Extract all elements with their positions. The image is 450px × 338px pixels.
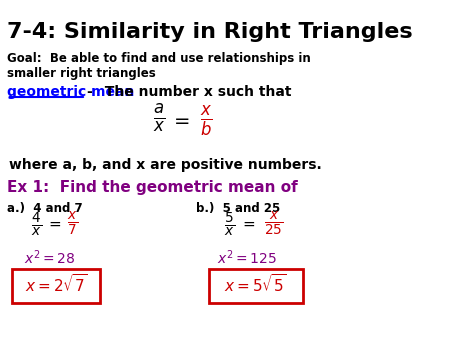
Text: $x = 2\sqrt{7}$: $x = 2\sqrt{7}$ [24,273,87,295]
Text: Ex 1:  Find the geometric mean of: Ex 1: Find the geometric mean of [7,180,297,195]
Text: $x^2 = 28$: $x^2 = 28$ [24,248,76,267]
Text: $x^2 = 125$: $x^2 = 125$ [217,248,277,267]
Text: geometric mean: geometric mean [7,85,139,99]
Text: b.)  5 and 25: b.) 5 and 25 [196,202,280,215]
Text: $\frac{a}{x}$: $\frac{a}{x}$ [153,103,165,135]
Text: 7-4: Similarity in Right Triangles: 7-4: Similarity in Right Triangles [7,22,413,42]
Text: $\frac{4}{x}$: $\frac{4}{x}$ [31,210,42,238]
Text: $\frac{x}{b}$: $\frac{x}{b}$ [200,103,213,138]
FancyBboxPatch shape [12,269,100,303]
Text: a.)  4 and 7: a.) 4 and 7 [7,202,82,215]
Text: $=$: $=$ [46,216,62,231]
Text: -: - [86,85,92,99]
FancyBboxPatch shape [209,269,303,303]
Text: Goal:  Be able to find and use relationships in
smaller right triangles: Goal: Be able to find and use relationsh… [7,52,310,80]
Text: $\frac{5}{x}$: $\frac{5}{x}$ [224,210,235,238]
Text: $=$: $=$ [171,110,191,129]
Text: where a, b, and x are positive numbers.: where a, b, and x are positive numbers. [9,158,321,172]
Text: $=$: $=$ [239,216,256,231]
Text: $\frac{x}{25}$: $\frac{x}{25}$ [264,210,283,238]
Text: The number x such that: The number x such that [94,85,291,99]
Text: $x = 5\sqrt{5}$: $x = 5\sqrt{5}$ [224,273,287,295]
Text: $\frac{x}{7}$: $\frac{x}{7}$ [67,210,78,238]
